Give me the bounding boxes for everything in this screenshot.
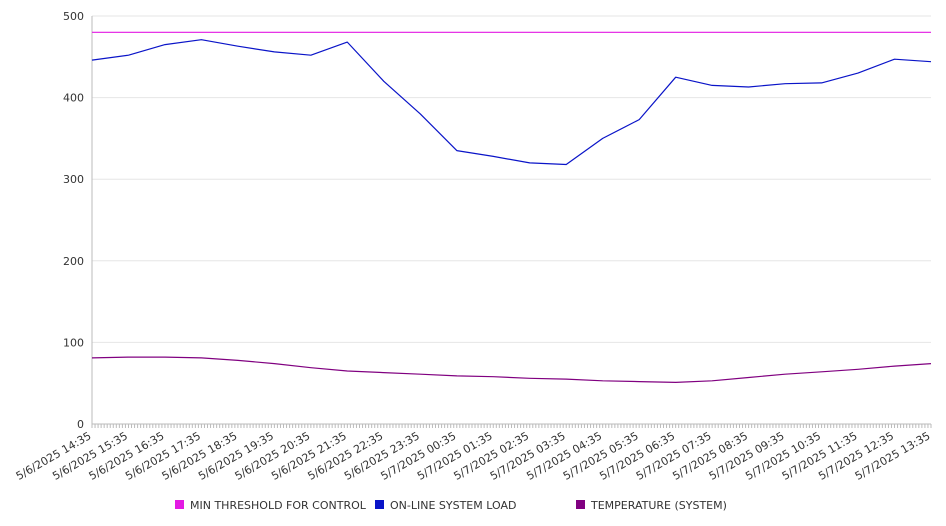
legend-swatch: [175, 500, 184, 509]
series-lines: [91, 31, 932, 383]
legend-swatch: [576, 500, 585, 509]
y-tick-label: 400: [63, 92, 84, 105]
y-axis-ticks: 0 100 200 300 400 500: [63, 10, 84, 431]
legend-label: ON-LINE SYSTEM LOAD: [390, 499, 516, 512]
y-tick-label: 500: [63, 10, 84, 23]
legend-swatch: [375, 500, 384, 509]
legend[interactable]: MIN THRESHOLD FOR CONTROL ON-LINE SYSTEM …: [175, 499, 727, 512]
legend-item[interactable]: TEMPERATURE (SYSTEM): [576, 499, 727, 512]
x-axis-ticks: 5/6/2025 14:355/6/2025 15:355/6/2025 16:…: [14, 429, 933, 483]
legend-item[interactable]: MIN THRESHOLD FOR CONTROL: [175, 499, 367, 512]
y-tick-label: 300: [63, 173, 84, 186]
legend-label: MIN THRESHOLD FOR CONTROL: [190, 499, 367, 512]
y-tick-label: 0: [77, 418, 84, 431]
legend-label: TEMPERATURE (SYSTEM): [590, 499, 727, 512]
axes: [91, 16, 932, 428]
legend-item[interactable]: ON-LINE SYSTEM LOAD: [375, 499, 516, 512]
y-tick-label: 200: [63, 255, 84, 268]
series-line-2: [91, 39, 932, 166]
series-line-3: [91, 356, 932, 383]
y-tick-label: 100: [63, 336, 84, 349]
grid-lines: [92, 15, 931, 343]
